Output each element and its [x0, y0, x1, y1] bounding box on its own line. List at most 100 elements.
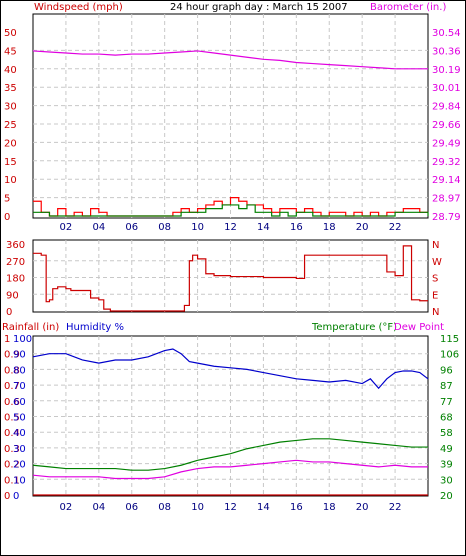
right-tick-label: 29.84 — [432, 102, 461, 113]
x-tick-label: 04 — [92, 502, 105, 513]
humidity-tick-label: 100 — [13, 334, 32, 345]
x-tick-label: 12 — [224, 222, 237, 233]
humidity-tick-label: 10 — [13, 475, 26, 486]
right-tick-label: 30.54 — [432, 28, 461, 39]
right-tick-label: 30 — [440, 475, 453, 486]
left-tick-label: 0.2 — [4, 460, 20, 471]
right-tick-label: 29.66 — [432, 120, 461, 131]
x-tick-label: 08 — [158, 502, 171, 513]
humidity-tick-label: 60 — [13, 397, 26, 408]
left-tick-label: 10 — [4, 175, 17, 186]
right-tick-label: W — [432, 257, 442, 268]
right-tick-label: 106 — [440, 350, 459, 361]
humidity-tick-label: 90 — [13, 350, 26, 361]
left-tick-label: 0.6 — [4, 397, 20, 408]
left-tick-label: 0.5 — [4, 413, 20, 424]
x-tick-label: 22 — [389, 502, 402, 513]
humidity-tick-label: 80 — [13, 365, 26, 376]
left-tick-label: 35 — [4, 83, 17, 94]
humidity-tick-label: 50 — [13, 413, 26, 424]
x-tick-label: 04 — [92, 222, 105, 233]
left-tick-label: 180 — [6, 274, 25, 285]
x-tick-label: 02 — [60, 502, 73, 513]
x-tick-label: 12 — [224, 502, 237, 513]
left-tick-label: 40 — [4, 65, 17, 76]
x-tick-label: 14 — [257, 502, 270, 513]
x-tick-label: 16 — [290, 502, 303, 513]
left-tick-label: 45 — [4, 46, 17, 57]
right-tick-label: 77 — [440, 397, 453, 408]
right-tick-label: 30.01 — [432, 83, 461, 94]
right-tick-label: 20 — [440, 491, 453, 502]
x-tick-label: 06 — [125, 502, 138, 513]
barometer-line — [32, 50, 428, 70]
humidity-tick-label: 0 — [13, 491, 19, 502]
barometer-label: Barometer (in.) — [370, 2, 446, 13]
chart-title: 24 hour graph day : March 15 2007 — [170, 2, 348, 13]
right-tick-label: 29.14 — [432, 175, 461, 186]
right-tick-label: 49 — [440, 444, 453, 455]
x-tick-label: 20 — [356, 222, 369, 233]
left-tick-label: 30 — [4, 102, 17, 113]
right-tick-label: 28.79 — [432, 212, 461, 223]
humidity-tick-label: 30 — [13, 444, 26, 455]
x-tick-label: 10 — [191, 502, 204, 513]
x-tick-label: 18 — [323, 502, 336, 513]
left-tick-label: 15 — [4, 157, 17, 168]
left-tick-label: 0.9 — [4, 350, 20, 361]
windspeed-label: Windspeed (mph) — [34, 2, 123, 13]
humidity-label: Humidity % — [66, 322, 124, 333]
x-tick-label: 06 — [125, 222, 138, 233]
right-tick-label: E — [432, 290, 438, 301]
x-tick-label: 18 — [323, 222, 336, 233]
temperature-label: Temperature (°F) — [311, 322, 397, 333]
left-tick-label: 0.4 — [4, 428, 20, 439]
right-tick-label: 68 — [440, 413, 453, 424]
left-tick-label: 270 — [6, 257, 25, 268]
right-tick-label: 28.97 — [432, 194, 461, 205]
x-tick-label: 02 — [60, 222, 73, 233]
right-tick-label: N — [432, 240, 439, 251]
x-tick-label: 22 — [389, 222, 402, 233]
left-tick-label: 1 — [4, 334, 10, 345]
right-tick-label: 87 — [440, 381, 453, 392]
left-tick-label: 0 — [4, 491, 10, 502]
left-tick-label: 20 — [4, 138, 17, 149]
left-tick-label: 0.3 — [4, 444, 20, 455]
x-tick-label: 14 — [257, 222, 270, 233]
grid-layer — [33, 14, 428, 496]
left-tick-label: 90 — [6, 290, 19, 301]
right-tick-label: 58 — [440, 428, 453, 439]
humidity-tick-label: 20 — [13, 460, 26, 471]
left-tick-label: 0 — [6, 307, 12, 318]
gust-line — [33, 204, 429, 217]
right-tick-label: 29.49 — [432, 138, 461, 149]
series-layer — [32, 50, 429, 496]
windspeed-line — [33, 197, 428, 217]
left-tick-label: 0.7 — [4, 381, 20, 392]
left-tick-label: 5 — [4, 194, 10, 205]
left-tick-label: 25 — [4, 120, 17, 131]
humidity-tick-label: 70 — [13, 381, 26, 392]
x-tick-label: 16 — [290, 222, 303, 233]
left-tick-label: 50 — [4, 28, 17, 39]
right-tick-label: N — [432, 307, 439, 318]
left-tick-label: 0.1 — [4, 475, 20, 486]
right-tick-label: S — [432, 274, 438, 285]
dewpoint-label: Dew Point — [394, 322, 444, 333]
right-tick-label: 30.36 — [432, 46, 461, 57]
left-tick-label: 360 — [6, 240, 25, 251]
dewpoint-line — [32, 459, 428, 480]
x-tick-label: 20 — [356, 502, 369, 513]
humidity-tick-label: 40 — [13, 428, 26, 439]
x-tick-label: 10 — [191, 222, 204, 233]
direction-line — [33, 245, 428, 312]
right-tick-label: 96 — [440, 365, 453, 376]
left-tick-label: 0.8 — [4, 365, 20, 376]
right-tick-label: 115 — [440, 334, 459, 345]
right-tick-label: 30.19 — [432, 65, 461, 76]
rainfall-label: Rainfall (in) — [2, 322, 59, 333]
x-tick-label: 08 — [158, 222, 171, 233]
